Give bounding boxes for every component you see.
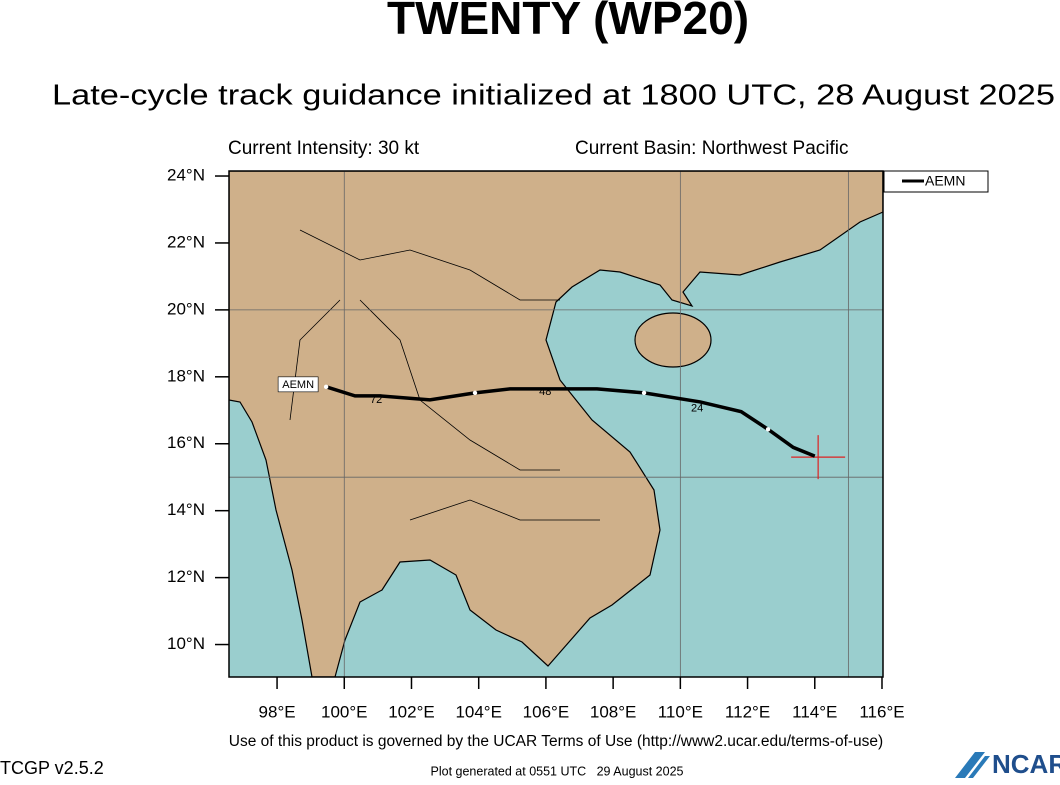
track-dot	[323, 384, 329, 390]
island	[634, 312, 712, 368]
x-tick-label: 116°E	[859, 702, 904, 721]
x-tick-label: 110°E	[658, 702, 703, 721]
subtitle: Late-cycle track guidance initialized at…	[52, 80, 1055, 112]
map-body	[229, 171, 883, 677]
y-tick-label: 18°N	[167, 366, 205, 385]
intensity: Current Intensity: 30 kt	[228, 138, 420, 159]
land	[229, 171, 883, 677]
track-label: AEMN	[282, 379, 314, 391]
track	[325, 385, 816, 458]
borders	[289, 229, 600, 521]
track-dot	[641, 390, 647, 396]
y-tick-label: 10°N	[167, 634, 205, 653]
x-tick-label: 108°E	[590, 702, 637, 721]
hour-label: 24	[691, 403, 703, 415]
y-tick-label: 22°N	[167, 232, 205, 251]
hour-label: 48	[539, 386, 551, 398]
hour-label: 72	[370, 394, 382, 406]
y-tick-label: 24°N	[167, 166, 205, 185]
y-tick-label: 20°N	[167, 299, 205, 318]
x-tick-label: 114°E	[792, 702, 837, 721]
track-dot	[472, 390, 478, 396]
logo-mark	[955, 752, 990, 778]
y-tick-label: 14°N	[167, 500, 205, 519]
legend-box	[883, 170, 989, 193]
x-tick-label: 106°E	[523, 702, 570, 721]
map-frame	[228, 170, 884, 678]
x-tick-label: 102°E	[388, 702, 435, 721]
logo: NCAR	[992, 749, 1060, 779]
legend-label: AEMN	[925, 173, 965, 189]
basin: Current Basin: Northwest Pacific	[575, 138, 849, 159]
version: TCGP v2.5.2	[0, 758, 104, 778]
y-tick-label: 16°N	[167, 433, 205, 452]
x-tick-label: 98°E	[259, 702, 296, 721]
track-dot	[765, 427, 771, 432]
terms: Use of this product is governed by the U…	[229, 733, 883, 750]
x-tick-label: 100°E	[321, 702, 368, 721]
x-tick-label: 104°E	[455, 702, 502, 721]
y-tick-label: 12°N	[167, 567, 205, 586]
x-tick-label: 112°E	[725, 702, 770, 721]
title: TWENTY (WP20)	[387, 0, 749, 44]
generated: Plot generated at 0551 UTC 29 August 202…	[431, 764, 684, 778]
track-label-box	[277, 376, 319, 393]
